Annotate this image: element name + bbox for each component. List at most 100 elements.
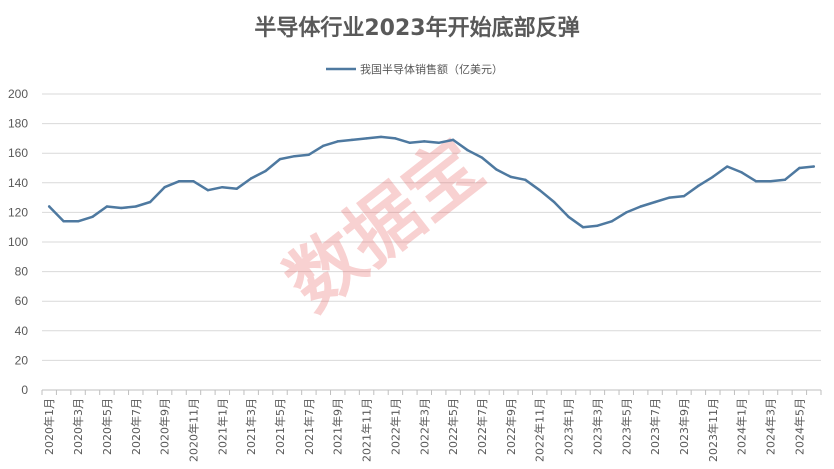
x-tick-label: 2024年5月 xyxy=(792,398,806,455)
data-point xyxy=(293,154,296,158)
data-point xyxy=(177,180,181,183)
y-tick-label: 60 xyxy=(15,294,29,308)
chart-title: 半导体行业2023年开始底部反弹 xyxy=(254,15,579,41)
legend: 我国半导体销售额（亿美元） xyxy=(326,62,503,76)
data-point xyxy=(567,215,570,219)
data-point xyxy=(105,205,109,208)
x-tick-label: 2020年5月 xyxy=(100,398,114,455)
x-axis-tick-labels: 2020年1月 2020年3月 2020年5月 2020年7月 2020年9月 2020年… xyxy=(41,390,822,462)
x-tick-label: 2023年1月 xyxy=(562,398,576,455)
data-point xyxy=(221,186,224,189)
y-tick-label: 100 xyxy=(8,235,28,249)
y-tick-label: 20 xyxy=(15,353,29,367)
data-point xyxy=(639,205,642,208)
series-line-0 xyxy=(47,135,816,229)
data-point xyxy=(711,175,715,179)
x-tick-label: 2024年3月 xyxy=(764,398,778,455)
data-point xyxy=(466,149,469,152)
data-point xyxy=(307,153,311,156)
data-point xyxy=(379,135,383,139)
data-point xyxy=(581,226,585,229)
x-tick-label: 2021年11月 xyxy=(360,398,374,462)
data-point xyxy=(91,215,94,219)
data-point xyxy=(682,194,686,198)
data-point xyxy=(480,156,484,159)
data-point xyxy=(754,180,758,183)
x-tick-label: 2022年9月 xyxy=(504,398,518,455)
data-point xyxy=(48,205,51,208)
data-point xyxy=(653,200,657,204)
legend-label: 我国半导体销售额（亿美元） xyxy=(360,62,503,76)
x-tick-label: 2022年11月 xyxy=(533,398,547,462)
y-axis-tick-labels: 0 20 40 60 80 100 120 140 160 180 200 xyxy=(8,87,28,397)
data-point xyxy=(192,180,195,183)
data-point xyxy=(278,157,282,161)
y-tick-label: 0 xyxy=(21,383,28,397)
x-tick-label: 2020年7月 xyxy=(129,398,143,455)
data-point xyxy=(163,186,166,189)
data-point xyxy=(769,180,772,183)
data-point xyxy=(552,200,556,204)
x-tick-label: 2022年5月 xyxy=(446,398,460,455)
x-tick-label: 2023年7月 xyxy=(648,398,662,455)
data-point xyxy=(350,138,354,142)
x-tick-label: 2021年9月 xyxy=(331,398,345,455)
data-point xyxy=(625,211,628,214)
x-tick-label: 2021年1月 xyxy=(215,398,229,455)
y-tick-label: 80 xyxy=(15,265,29,279)
data-point xyxy=(336,140,339,143)
data-point xyxy=(437,141,440,145)
y-tick-label: 140 xyxy=(8,176,28,190)
y-tick-label: 40 xyxy=(15,324,29,338)
x-tick-label: 2020年3月 xyxy=(71,398,85,455)
data-point xyxy=(120,206,123,210)
data-point xyxy=(322,144,325,147)
data-point xyxy=(206,189,210,192)
x-tick-label: 2022年7月 xyxy=(475,398,489,455)
data-point xyxy=(783,178,787,182)
x-tick-label: 2022年3月 xyxy=(417,398,431,455)
x-tick-label: 2021年3月 xyxy=(244,398,258,455)
data-point xyxy=(264,169,267,173)
data-point xyxy=(812,165,815,168)
data-point xyxy=(798,166,801,170)
data-point xyxy=(249,177,253,180)
data-point xyxy=(394,137,397,140)
y-tick-label: 120 xyxy=(8,205,28,219)
data-point xyxy=(134,205,137,208)
data-point xyxy=(76,220,80,223)
y-tick-label: 200 xyxy=(8,87,28,101)
data-point xyxy=(451,138,455,142)
y-tick-label: 180 xyxy=(8,117,28,131)
data-point xyxy=(365,137,368,140)
data-point xyxy=(495,168,498,171)
x-tick-label: 2023年3月 xyxy=(590,398,604,455)
x-tick-label: 2023年11月 xyxy=(706,398,720,462)
data-point xyxy=(509,175,513,179)
x-tick-label: 2020年11月 xyxy=(186,398,200,462)
x-tick-label: 2024年1月 xyxy=(735,398,749,455)
x-tick-label: 2023年5月 xyxy=(619,398,633,455)
data-point xyxy=(524,178,527,182)
watermark-text: 数据宝 xyxy=(271,123,499,327)
data-point xyxy=(408,141,412,145)
data-point xyxy=(697,184,700,187)
x-tick-label: 2020年9月 xyxy=(158,398,172,455)
data-point xyxy=(148,200,152,204)
x-tick-label: 2022年1月 xyxy=(388,398,402,455)
y-tick-label: 160 xyxy=(8,146,28,160)
data-point xyxy=(423,140,426,143)
data-point xyxy=(668,196,671,199)
x-tick-label: 2020年1月 xyxy=(42,398,56,455)
data-point xyxy=(610,220,614,223)
data-point xyxy=(538,189,541,192)
series-layer xyxy=(47,135,816,229)
data-point xyxy=(740,171,743,174)
x-tick-label: 2021年5月 xyxy=(273,398,287,455)
x-tick-label: 2021年7月 xyxy=(302,398,316,455)
data-point xyxy=(235,187,238,190)
x-tick-label: 2023年9月 xyxy=(677,398,691,455)
data-point xyxy=(726,165,729,168)
data-point xyxy=(596,224,599,227)
